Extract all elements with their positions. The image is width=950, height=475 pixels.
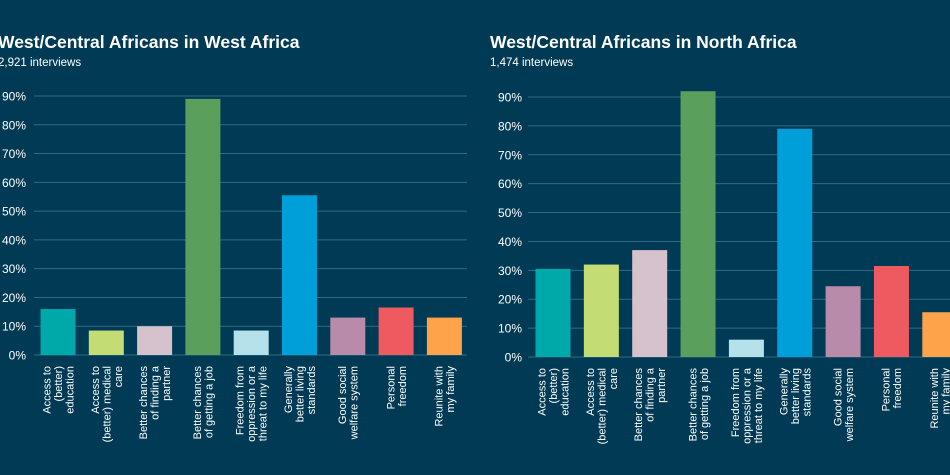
x-tick-label: Better chancesof finding apartner <box>138 365 173 439</box>
bar <box>535 268 571 357</box>
x-tick-label: Generallybetter livingstandards <box>778 368 813 425</box>
bars <box>535 91 950 357</box>
y-tick-label: 0% <box>505 351 523 365</box>
bar <box>40 308 76 355</box>
bar <box>282 195 317 355</box>
bar <box>330 317 366 355</box>
y-tick-label: 70% <box>2 147 26 161</box>
y-axis: 0% 10% 20% 30% 40% 50% 60% 70% 80% 90% <box>2 90 26 363</box>
x-tick-label: Access to(better) medicalcare <box>90 366 125 442</box>
y-tick-label: 10% <box>498 322 522 336</box>
y-tick-label: 60% <box>498 177 522 191</box>
bar <box>88 330 124 355</box>
bar <box>583 264 619 357</box>
y-tick-label: 90% <box>2 90 26 104</box>
chart-subtitle: 1,474 interviews <box>490 57 573 69</box>
x-tick-label: Access to(better) medicalcare <box>585 368 620 444</box>
y-tick-label: 30% <box>498 264 522 278</box>
x-axis: Access to(better)education Access to(bett… <box>42 365 458 442</box>
bar <box>873 266 909 357</box>
bar <box>777 128 813 357</box>
x-tick-label: Personalfreedom <box>385 366 409 409</box>
bar <box>233 330 269 355</box>
x-tick-label: Better chancesof getting a job <box>192 366 216 440</box>
x-tick-label: Generallybetter livingstandards <box>283 366 318 423</box>
bar <box>137 326 173 355</box>
chart-title: West/Central Africans in West Africa <box>0 32 300 52</box>
y-axis: 0% 10% 20% 30% 40% 50% 60% 70% 80% 90% <box>498 91 522 365</box>
bar <box>728 339 764 357</box>
bar <box>185 98 221 355</box>
bar <box>632 250 668 357</box>
gridlines <box>34 95 467 356</box>
bar <box>680 91 716 357</box>
chart-west-africa: West/Central Africans in West Africa 2,9… <box>0 32 467 442</box>
x-tick-label: Freedom fromoppression or athreat to my … <box>235 365 270 442</box>
chart-north-africa: West/Central Africans in North Africa 1,… <box>490 32 950 444</box>
y-tick-label: 70% <box>498 148 522 162</box>
x-axis: Access to(better)education Access to(bett… <box>537 367 950 444</box>
x-tick-label: Personalfreedom <box>881 368 905 411</box>
x-tick-label: Better chancesof getting a job <box>687 368 711 442</box>
bar <box>378 307 414 355</box>
y-tick-label: 80% <box>498 119 522 133</box>
x-tick-label: Access to(better)education <box>42 366 77 414</box>
y-tick-label: 50% <box>498 206 522 220</box>
y-tick-label: 90% <box>498 91 522 105</box>
bar <box>825 286 861 357</box>
y-tick-label: 20% <box>498 293 522 307</box>
x-tick-label: Better chancesof finding apartner <box>633 367 668 441</box>
y-tick-label: 0% <box>9 349 27 363</box>
y-tick-label: 30% <box>2 262 26 276</box>
x-tick-label: Reunite withmy family <box>929 368 950 429</box>
y-tick-label: 50% <box>2 205 26 219</box>
x-tick-label: Access to(better)education <box>537 368 572 416</box>
y-tick-label: 40% <box>2 233 26 247</box>
y-tick-label: 60% <box>2 176 26 190</box>
x-tick-label: Good socialwelfare system <box>337 366 361 440</box>
y-tick-label: 40% <box>498 235 522 249</box>
bar <box>426 317 462 355</box>
x-tick-label: Reunite withmy family <box>434 366 458 427</box>
y-tick-label: 10% <box>2 320 26 334</box>
bar <box>922 312 950 357</box>
y-tick-label: 20% <box>2 291 26 305</box>
bars <box>40 98 462 355</box>
x-tick-label: Freedom fromoppression or athreat to my … <box>730 367 765 444</box>
chart-title: West/Central Africans in North Africa <box>490 32 797 52</box>
y-tick-label: 80% <box>2 118 26 132</box>
chart-subtitle: 2,921 interviews <box>0 57 81 69</box>
x-tick-label: Good socialwelfare system <box>832 368 856 442</box>
